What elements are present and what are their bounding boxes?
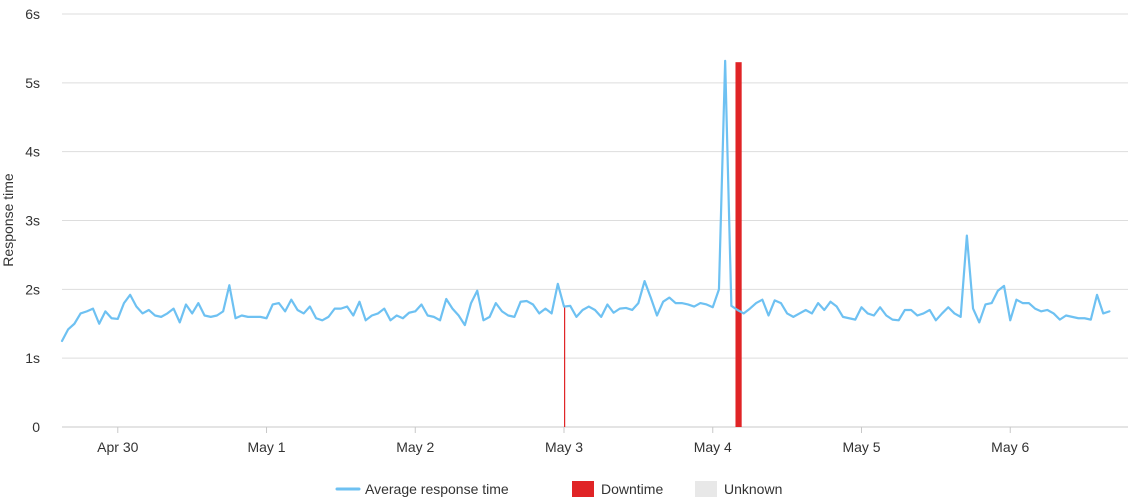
- x-tick-label: May 5: [842, 439, 880, 455]
- y-tick-label: 1s: [25, 350, 40, 366]
- legend-swatch-downtime: [572, 481, 594, 497]
- y-tick-label: 2s: [25, 281, 40, 297]
- x-tick-label: May 3: [545, 439, 583, 455]
- x-tick-label: May 4: [694, 439, 732, 455]
- legend-swatch-unknown: [695, 481, 717, 497]
- grid-layer: [62, 13, 1128, 428]
- x-tick-label: May 2: [396, 439, 434, 455]
- downtime-bars: [564, 62, 742, 427]
- y-tick-label: 3s: [25, 213, 40, 229]
- y-tick-label: 5s: [25, 75, 40, 91]
- series-line-average-response-time: [60, 59, 1111, 343]
- x-tick-label: May 1: [247, 439, 285, 455]
- legend-label: Unknown: [724, 481, 782, 497]
- legend-label: Downtime: [601, 481, 663, 497]
- y-axis-ticks: 0 1s 2s 3s 4s 5s 6s: [25, 6, 40, 435]
- y-tick-label: 4s: [25, 144, 40, 160]
- series-layer: [60, 59, 1111, 343]
- y-axis-title: Response time: [0, 173, 16, 267]
- legend: Average response time Downtime Unknown: [335, 481, 782, 497]
- x-axis-ticks: Apr 30 May 1 May 2 May 3 May 4 May 5 May 6: [97, 427, 1030, 455]
- downtime-bar: [564, 306, 566, 427]
- x-tick-label: May 6: [991, 439, 1029, 455]
- x-tick-label: Apr 30: [97, 439, 138, 455]
- legend-label: Average response time: [365, 481, 509, 497]
- y-tick-label: 6s: [25, 6, 40, 22]
- y-tick-label: 0: [32, 419, 40, 435]
- downtime-bar: [735, 62, 742, 427]
